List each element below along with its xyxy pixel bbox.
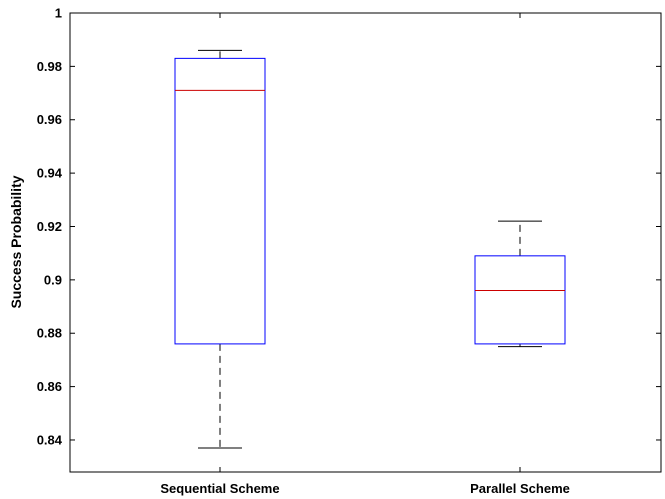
box-group bbox=[174, 49, 266, 449]
y-tick-label: 0.88 bbox=[37, 326, 62, 341]
axes bbox=[69, 12, 662, 473]
y-tick-label: 0.86 bbox=[37, 379, 62, 394]
box-iqr bbox=[474, 255, 566, 345]
boxes bbox=[174, 49, 566, 449]
y-tick-label: 0.96 bbox=[37, 112, 62, 127]
y-tick-label: 0.94 bbox=[37, 166, 63, 181]
plot-frame bbox=[69, 12, 662, 473]
y-tick-label: 1 bbox=[55, 6, 62, 21]
y-tick-label: 0.84 bbox=[37, 432, 63, 447]
labels: 0.84 0.86 0.88 0.9 0.92 0.94 0.96 0.98 1 Sequenti… bbox=[37, 6, 570, 497]
y-tick-label: 0.9 bbox=[44, 272, 62, 287]
y-tick-label: 0.92 bbox=[37, 219, 62, 234]
x-category-label: Sequential Scheme bbox=[160, 481, 279, 496]
box-group bbox=[474, 220, 566, 348]
box-iqr bbox=[174, 57, 266, 345]
y-tick-label: 0.98 bbox=[37, 59, 62, 74]
x-category-label: Parallel Scheme bbox=[470, 481, 570, 496]
y-axis-title: Success Probability bbox=[8, 175, 24, 308]
